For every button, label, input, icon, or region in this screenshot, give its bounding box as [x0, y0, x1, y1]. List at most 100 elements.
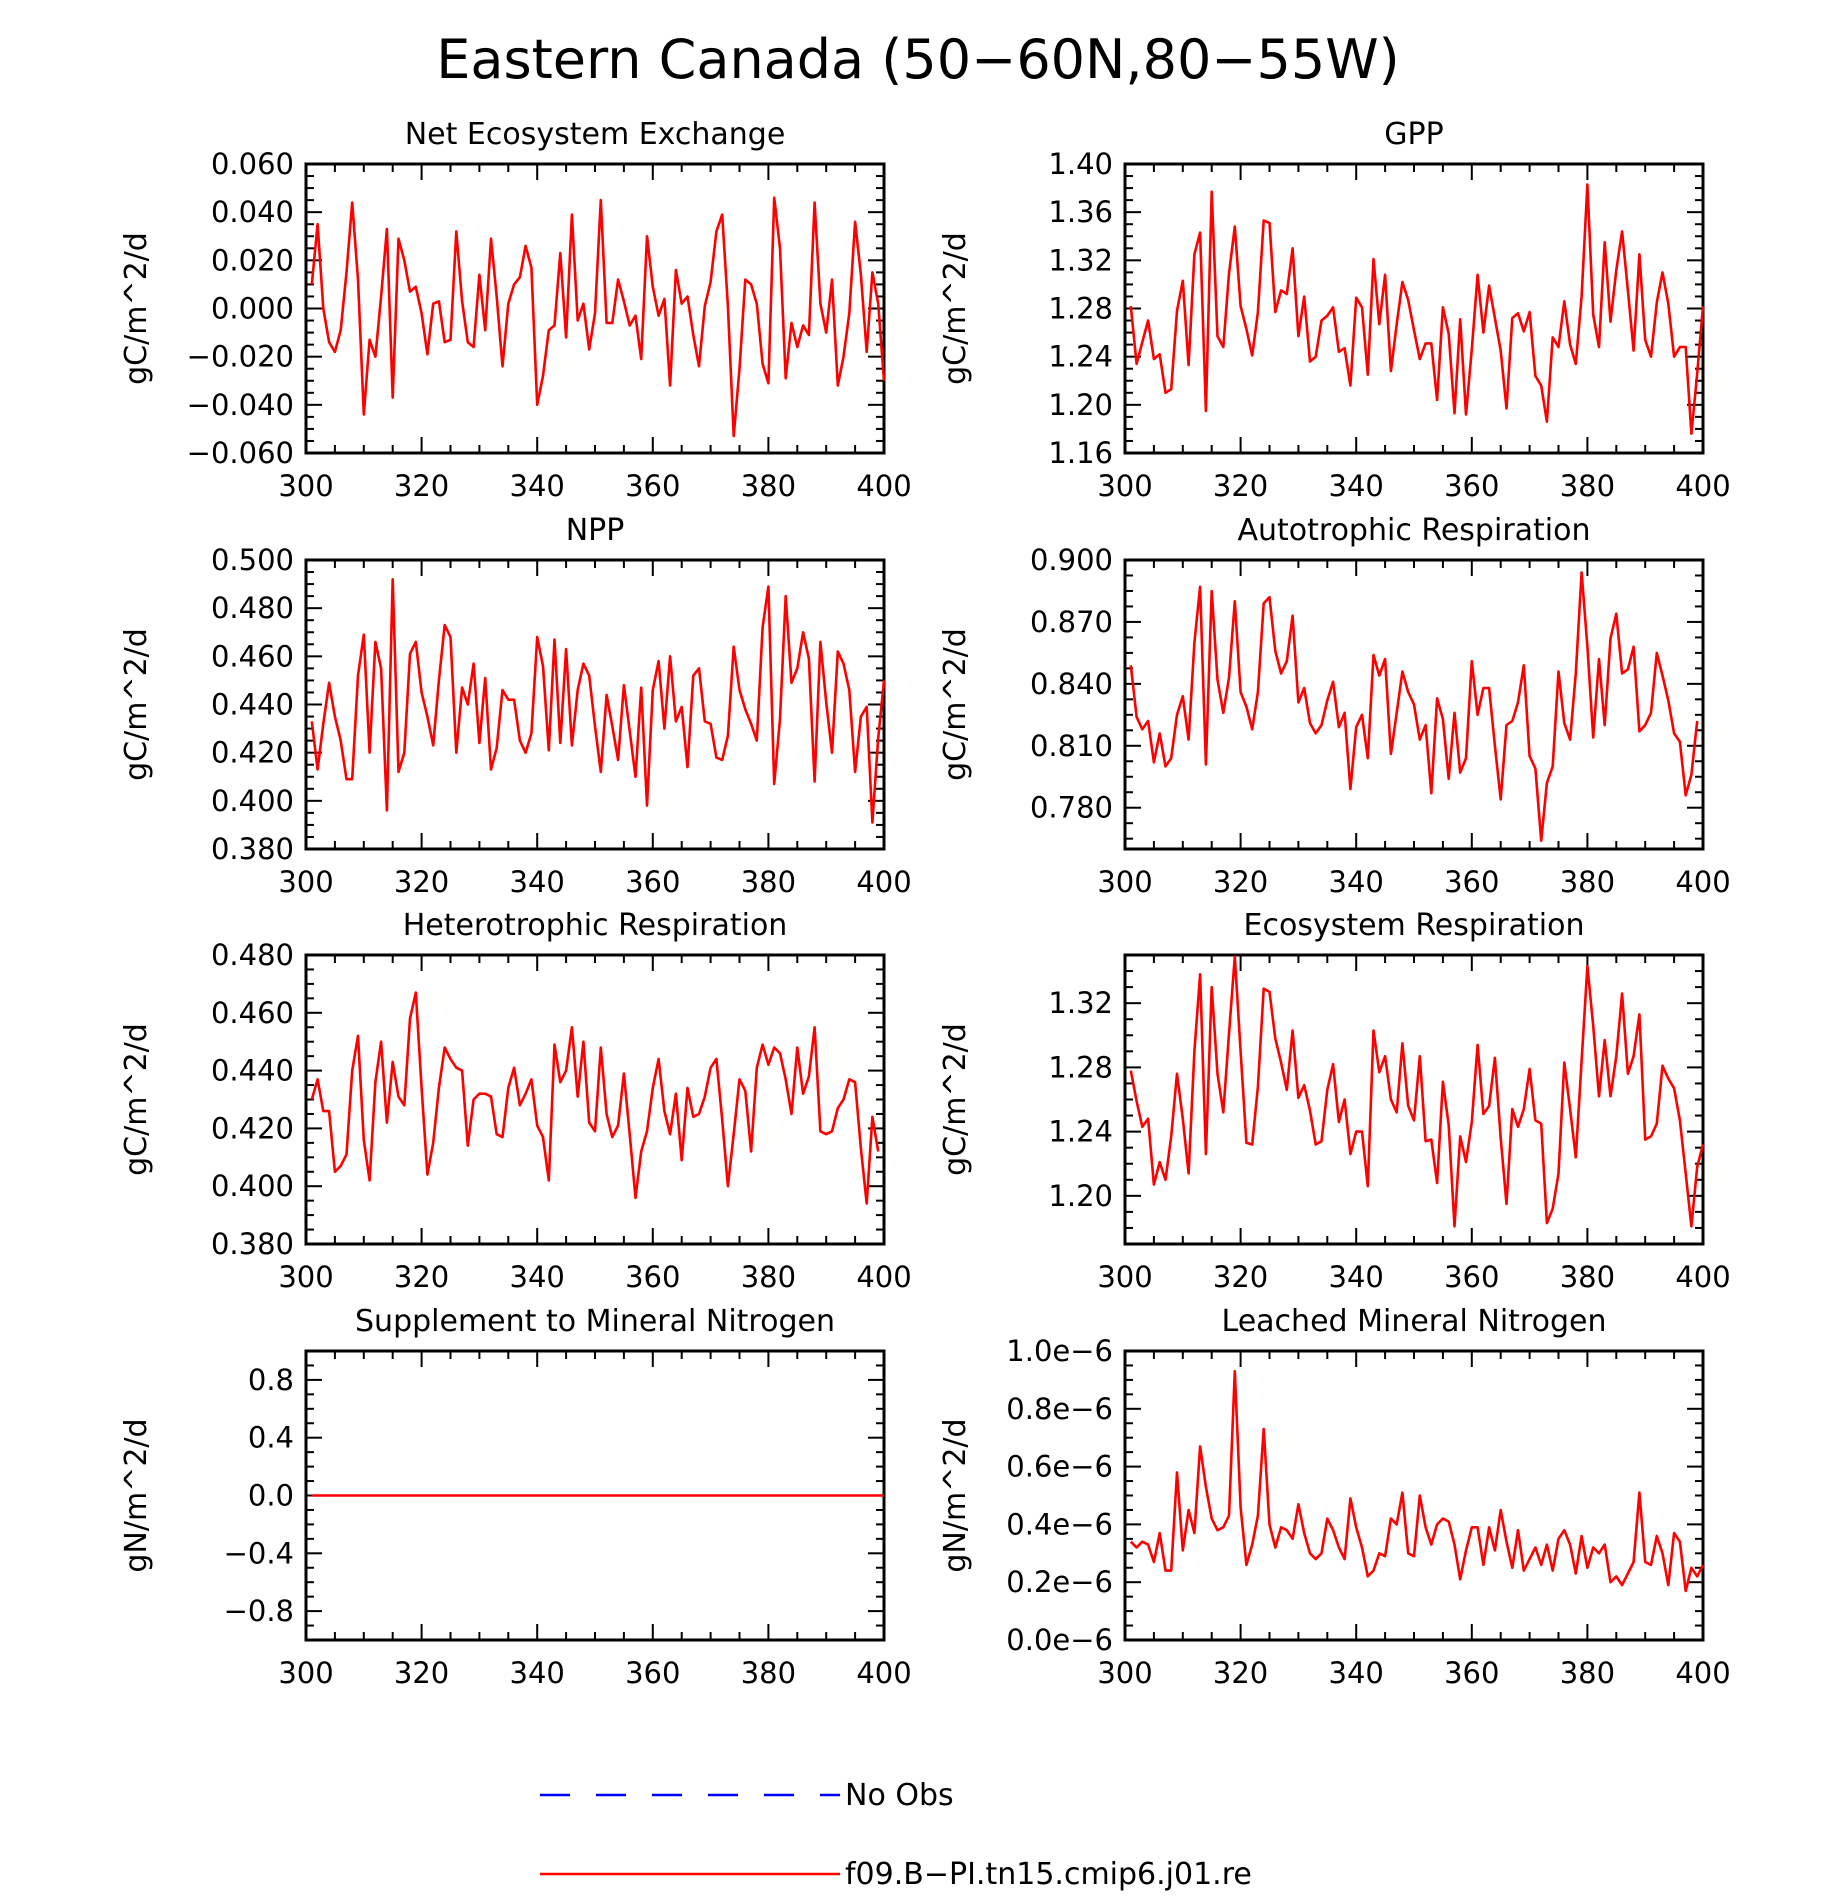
x-tick-label: 380	[1560, 1656, 1615, 1690]
y-tick-label: 1.20	[1048, 388, 1113, 422]
y-tick-label: 1.28	[1048, 1050, 1113, 1084]
x-tick-label: 400	[856, 865, 911, 899]
y-tick-label: 1.24	[1048, 340, 1113, 374]
panel-title: GPP	[1384, 117, 1443, 152]
y-tick-label: 0.0	[248, 1479, 294, 1513]
panel-title: NPP	[566, 513, 625, 548]
panel-title: Heterotrophic Respiration	[403, 908, 788, 943]
y-tick-label: 0.420	[211, 1111, 294, 1145]
x-tick-label: 320	[394, 865, 449, 899]
y-tick-label: 0.810	[1030, 729, 1113, 763]
x-tick-label: 380	[1560, 469, 1615, 503]
x-tick-label: 340	[1329, 1656, 1384, 1690]
y-tick-label: −0.040	[187, 388, 294, 422]
panel-title: Autotrophic Respiration	[1237, 513, 1590, 548]
series-line	[1129, 955, 1705, 1228]
y-tick-label: −0.020	[187, 340, 294, 374]
y-tick-label: 1.28	[1048, 292, 1113, 326]
y-tick-label: −0.4	[224, 1536, 294, 1570]
series-line	[1129, 571, 1699, 843]
x-tick-label: 360	[625, 1260, 680, 1294]
y-tick-label: 0.840	[1030, 667, 1113, 701]
x-tick-label: 300	[1097, 865, 1152, 899]
x-tick-label: 360	[1444, 1656, 1499, 1690]
x-tick-label: 340	[1329, 469, 1384, 503]
x-tick-label: 400	[856, 1656, 911, 1690]
y-tick-label: 0.460	[211, 996, 294, 1030]
x-tick-label: 320	[394, 1260, 449, 1294]
y-tick-label: 0.4e−6	[1006, 1507, 1113, 1541]
x-tick-label: 340	[1329, 865, 1384, 899]
x-tick-label: 300	[278, 469, 333, 503]
legend-label-model: f09.B−PI.tn15.cmip6.j01.re	[845, 1857, 1252, 1892]
y-tick-label: 0.400	[211, 784, 294, 818]
figure-title: Eastern Canada (50−60N,80−55W)	[436, 28, 1399, 91]
panel-title: Leached Mineral Nitrogen	[1222, 1304, 1607, 1339]
y-tick-label: 0.4	[248, 1421, 294, 1455]
y-tick-label: 0.500	[211, 543, 294, 577]
panel-5: 300 320 340 360 380 400 0.380 0.400 0.420 0.440 0.…	[119, 908, 912, 1294]
y-tick-label: 0.480	[211, 591, 294, 625]
y-tick-label: 0.380	[211, 832, 294, 866]
panel-1: 300 320 340 360 380 400 −0.060 −0.040 −0.020 0.00…	[119, 117, 912, 503]
y-axis-label: gN/m^2/d	[938, 1418, 973, 1572]
x-tick-label: 400	[856, 469, 911, 503]
y-tick-label: 0.020	[211, 243, 294, 277]
x-tick-label: 320	[1213, 865, 1268, 899]
series-line	[310, 991, 880, 1205]
panel-4: 300 320 340 360 380 400 0.780 0.810 0.840 0.870 0.…	[938, 513, 1731, 899]
y-axis-label: gC/m^2/d	[119, 1023, 154, 1176]
panel-title: Supplement to Mineral Nitrogen	[355, 1304, 835, 1339]
x-tick-label: 340	[510, 865, 565, 899]
y-tick-label: 1.32	[1048, 986, 1113, 1020]
panel-3: 300 320 340 360 380 400 0.380 0.400 0.420 0.440 0.…	[119, 513, 912, 899]
y-tick-label: 0.460	[211, 639, 294, 673]
x-tick-label: 300	[1097, 1260, 1152, 1294]
panel-2: 300 320 340 360 380 400 1.16 1.20 1.24 1.28 1.32 1.…	[938, 117, 1731, 503]
x-tick-label: 380	[1560, 1260, 1615, 1294]
series-line	[310, 577, 886, 824]
x-tick-label: 320	[1213, 1260, 1268, 1294]
series-line	[310, 196, 886, 438]
series-line	[1129, 1369, 1705, 1593]
y-tick-label: 0.6e−6	[1006, 1450, 1113, 1484]
x-tick-label: 340	[510, 1656, 565, 1690]
y-tick-label: 1.24	[1048, 1115, 1113, 1149]
plot-frame	[1123, 1349, 1705, 1642]
y-tick-label: 1.16	[1048, 436, 1113, 470]
y-axis-label: gC/m^2/d	[938, 1023, 973, 1176]
y-tick-label: 1.36	[1048, 195, 1113, 229]
x-tick-label: 380	[741, 1656, 796, 1690]
x-tick-label: 340	[510, 1260, 565, 1294]
x-tick-label: 360	[625, 469, 680, 503]
series-line	[1129, 183, 1705, 436]
x-tick-label: 340	[1329, 1260, 1384, 1294]
y-tick-label: 0.400	[211, 1169, 294, 1203]
y-tick-label: 0.000	[211, 292, 294, 326]
x-tick-label: 380	[741, 865, 796, 899]
x-tick-label: 300	[278, 1260, 333, 1294]
x-tick-label: 300	[278, 1656, 333, 1690]
x-tick-label: 400	[856, 1260, 911, 1294]
y-tick-label: 0.8	[248, 1363, 294, 1397]
x-tick-label: 360	[1444, 469, 1499, 503]
x-tick-label: 360	[1444, 1260, 1499, 1294]
x-tick-label: 380	[741, 1260, 796, 1294]
x-tick-label: 360	[625, 1656, 680, 1690]
x-tick-label: 300	[278, 865, 333, 899]
panels: 300 320 340 360 380 400−0.060−0.040−0.0200.00…	[119, 117, 1731, 1690]
y-tick-label: 0.440	[211, 688, 294, 722]
y-tick-label: −0.8	[224, 1594, 294, 1628]
x-tick-label: 300	[1097, 1656, 1152, 1690]
y-tick-label: 0.420	[211, 736, 294, 770]
x-tick-label: 400	[1675, 865, 1730, 899]
y-tick-label: 1.20	[1048, 1179, 1113, 1213]
y-tick-label: 0.0e−6	[1006, 1623, 1113, 1657]
x-tick-label: 380	[1560, 865, 1615, 899]
panel-6: 300 320 340 360 380 400 1.20 1.24 1.28 1.32 Ecosys…	[938, 908, 1731, 1294]
y-tick-label: 1.0e−6	[1006, 1334, 1113, 1368]
panel-title: Ecosystem Respiration	[1244, 908, 1585, 943]
y-tick-label: 0.380	[211, 1227, 294, 1261]
y-tick-label: 0.2e−6	[1006, 1565, 1113, 1599]
